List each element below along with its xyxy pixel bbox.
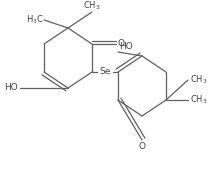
Text: O: O [118, 39, 125, 48]
Text: Se: Se [99, 67, 111, 76]
Text: H$_3$C: H$_3$C [26, 14, 44, 26]
Text: O: O [139, 142, 146, 151]
Text: HO: HO [119, 42, 133, 51]
Text: CH$_3$: CH$_3$ [190, 74, 207, 86]
Text: CH$_3$: CH$_3$ [83, 0, 101, 12]
Text: CH$_3$: CH$_3$ [190, 94, 207, 106]
Text: HO: HO [4, 84, 18, 93]
